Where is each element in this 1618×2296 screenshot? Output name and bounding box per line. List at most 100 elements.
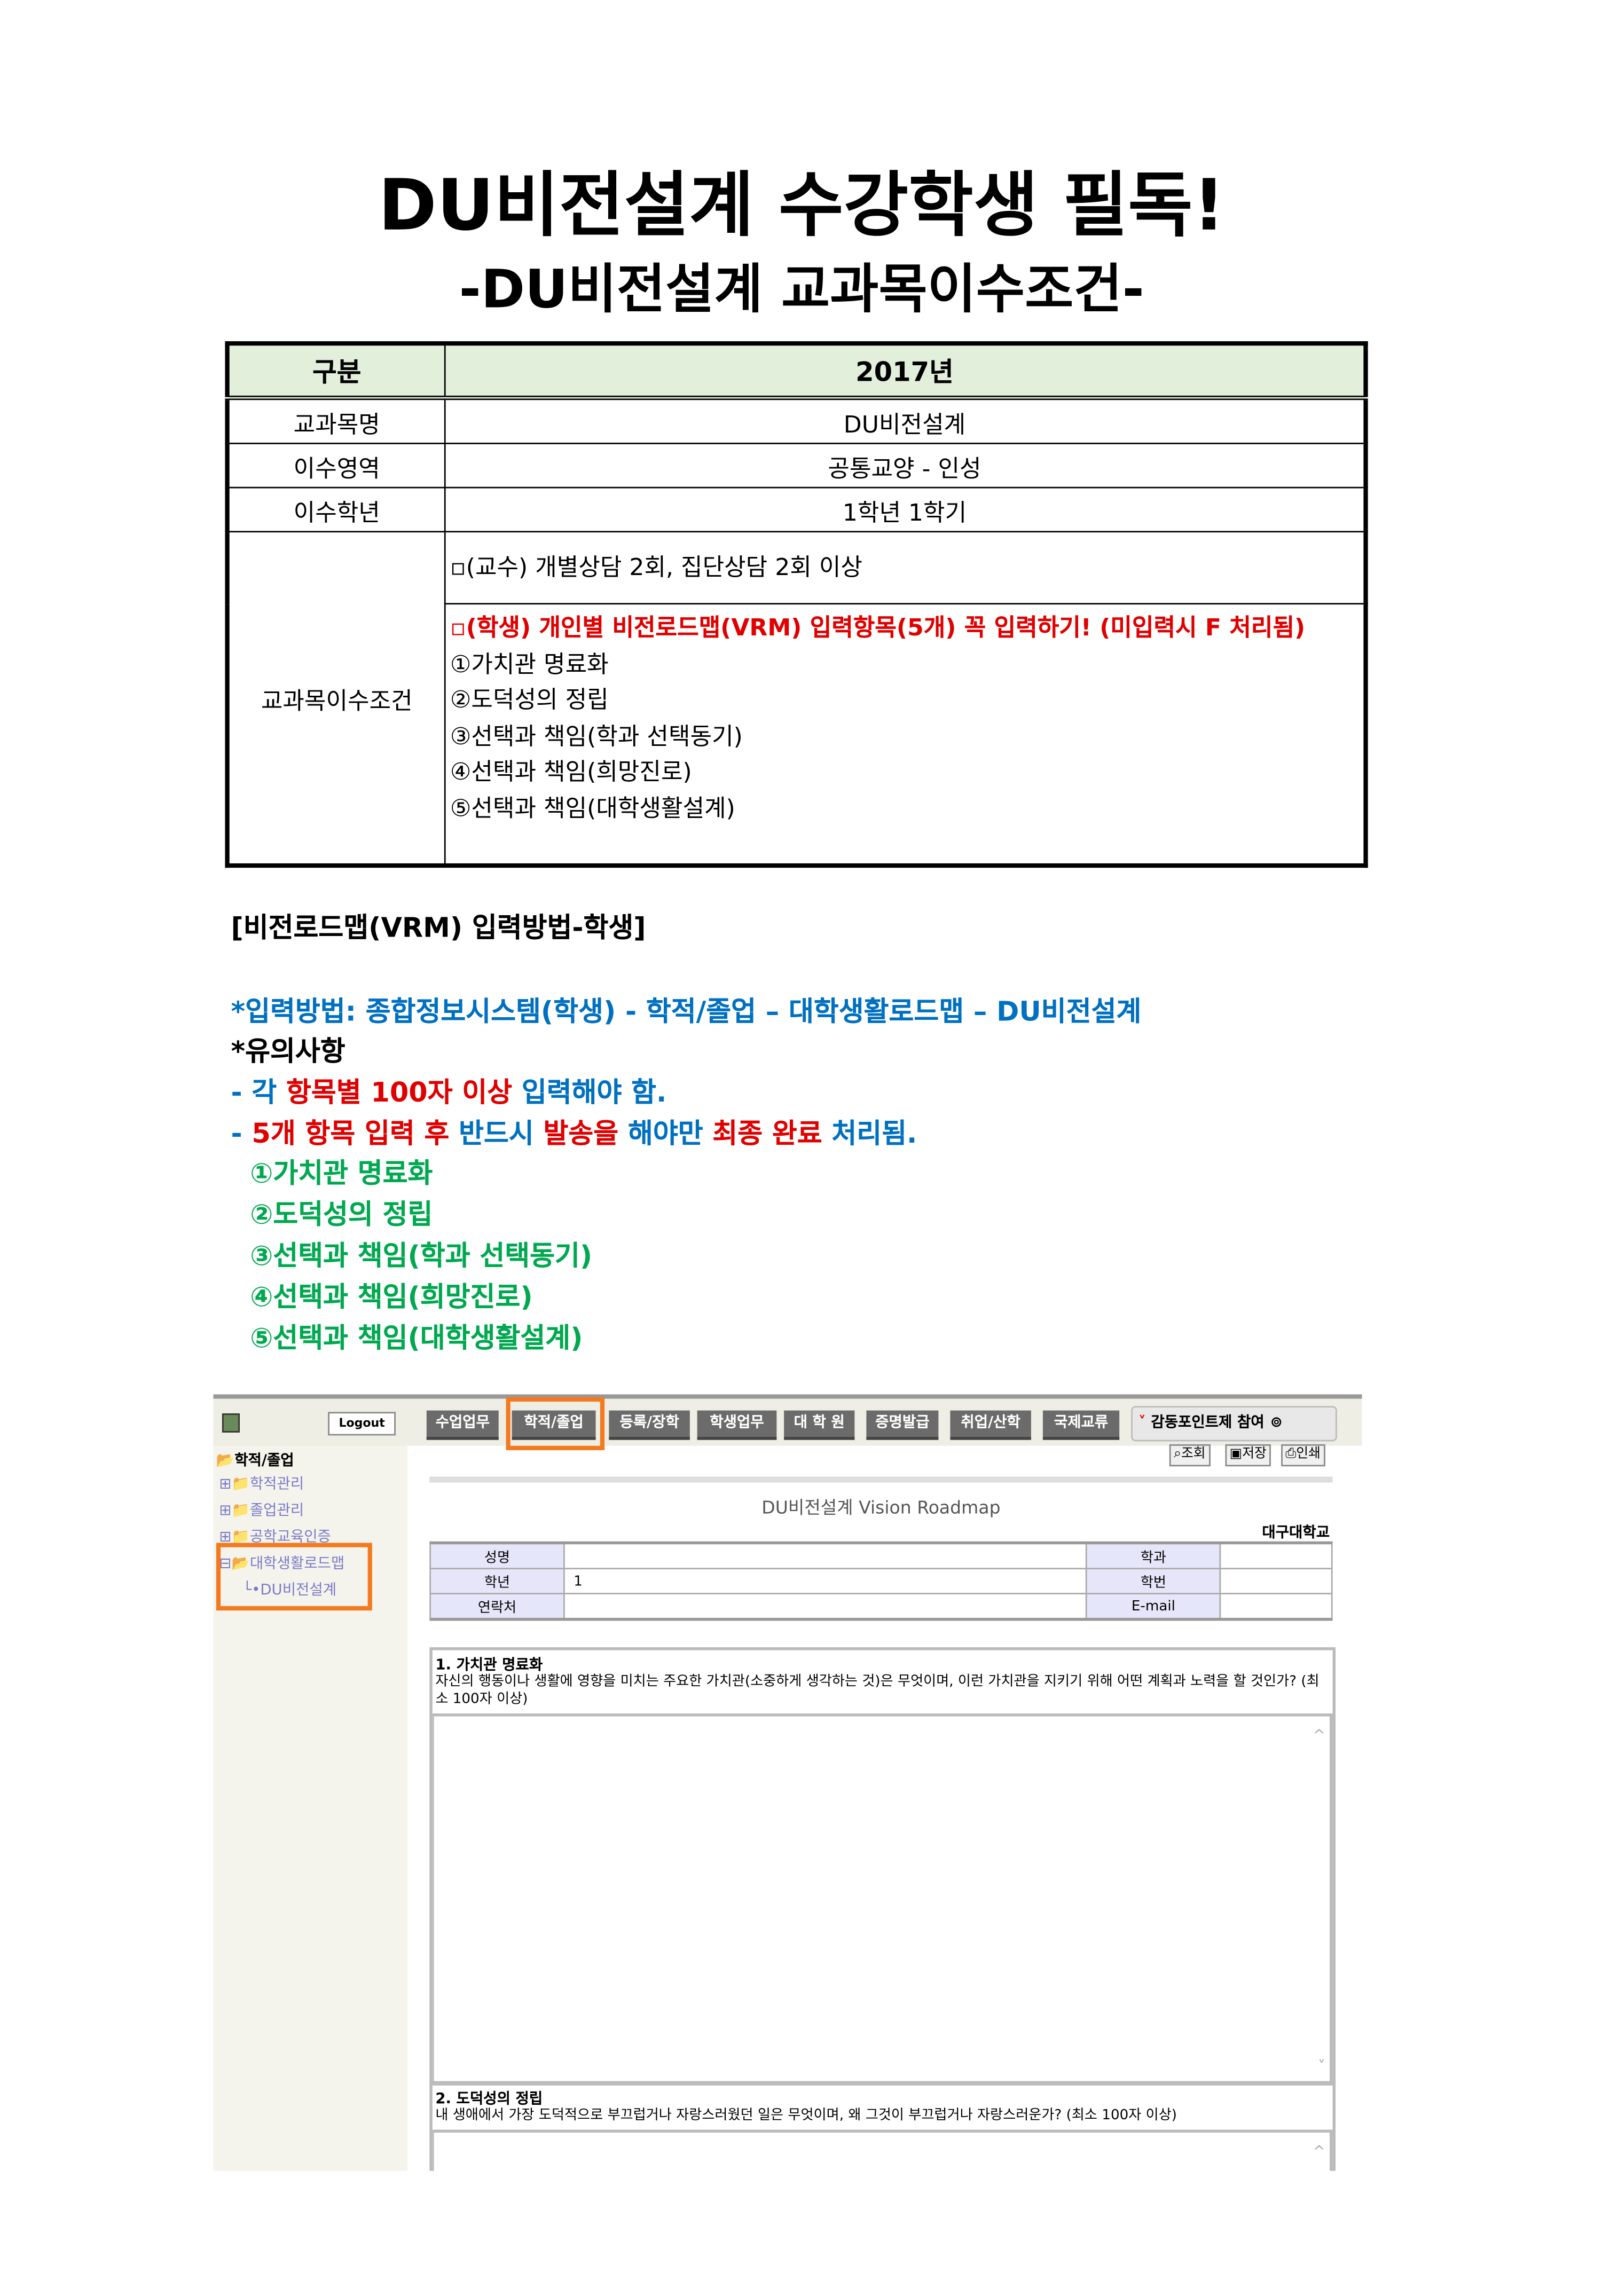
info-key: E-mail [1086,1593,1221,1621]
student-condition-cell: ▫(학생) 개인별 비전로드맵(VRM) 입력항목(5개) 꼭 입력하기! (미… [444,603,1366,867]
tab-registration[interactable]: 등록/장학 [609,1410,690,1440]
note-segment: 반드시 [459,1119,544,1151]
note-segment: - [231,1119,252,1151]
scroll-down-icon[interactable]: ˅ [1318,2059,1325,2075]
tree-item-label: 대학생활로드맵 [249,1556,345,1572]
department-field[interactable] [1219,1542,1333,1570]
table-row: 이수영역 공통교양 - 인성 [226,443,1366,489]
print-label: 인쇄 [1296,1447,1321,1462]
page-title: DU비전설계 수강학생 필독! [378,164,1226,247]
tree-root-label: 학적/졸업 [234,1453,294,1469]
chevron-down-icon: ˅ [1138,1414,1151,1432]
table-row: ▫(학생) 개인별 비전로드맵(VRM) 입력항목(5개) 꼭 입력하기! (미… [227,603,1366,867]
logout-button[interactable]: Logout [328,1412,396,1436]
folder-icon: 📁 [231,1476,250,1493]
tab-classes[interactable]: 수업업무 [426,1410,499,1440]
grade-field[interactable]: 1 [563,1568,1087,1594]
course-conditions-table: 구분 2017년 교과목명 DU비전설계 이수영역 공통교양 - 인성 이수학년… [225,341,1368,868]
condition-item: ④선택과 책임(희망진로) [450,757,692,785]
scroll-up-icon[interactable]: ^ [1313,1728,1325,1744]
tab-certificates[interactable]: 증명발급 [866,1410,939,1440]
note-segment: 해야만 [627,1119,713,1151]
search-icon: ⌕ [1174,1447,1181,1462]
folder-icon: 📁 [231,1503,250,1520]
table-row: 교과목이수조건 ▫(교수) 개별상담 2회, 집단상담 2회 이상 [226,531,1366,867]
folder-icon: 📂 [231,1556,250,1572]
conditions-label: 교과목이수조건 [226,531,446,867]
tree-item[interactable]: ⊞📁학적관리 [219,1471,304,1493]
tree-item-label: 학적관리 [249,1476,304,1493]
tab-graduate-school[interactable]: 대 학 원 [784,1410,855,1440]
condition-item: ①가치관 명료화 [450,649,609,678]
info-key: 학번 [1086,1568,1221,1594]
event-points-button[interactable]: ˅ 감동포인트제 참여 ⊚ [1131,1406,1337,1442]
tab-employment[interactable]: 취업/산학 [950,1410,1031,1440]
list-item: ④선택과 책임(희망진로) [250,1282,533,1314]
notes-title: *유의사항 [231,1036,345,1068]
contact-field[interactable] [563,1593,1087,1621]
tree-leaf-label: DU비전설계 [260,1582,337,1599]
embedded-system-screenshot: Logout 수업업무 학적/졸업 등록/장학 학생업무 대 학 원 증명발급 … [213,1394,1362,2171]
input-method: *입력방법: 종합정보시스템(학생) - 학적/졸업 – 대학생활로드맵 – D… [231,997,1142,1028]
sidebar [213,1394,407,2171]
save-label: 저장 [1242,1447,1267,1462]
circle-arrow-icon: ⊚ [1270,1414,1283,1432]
highlight-tab [506,1397,605,1450]
question-title: 1. 가치관 명료화 [435,1657,543,1674]
table-header-row: 구분 2017년 [226,342,1366,400]
list-item: ⑤선택과 책임(대학생활설계) [250,1324,583,1355]
tab-academic-graduation[interactable]: 학적/졸업 [512,1410,596,1440]
expand-icon: ⊟ [219,1556,232,1572]
condition-item: ⑤선택과 책임(대학생활설계) [450,793,735,822]
answer-textarea-1[interactable]: ^ ˅ [432,1713,1333,2085]
question-description: 내 생애에서 가장 도덕적으로 부끄럽거나 자랑스러웠던 일은 무엇이며, 왜 … [435,2108,1177,2124]
print-button[interactable]: ⎙인쇄 [1281,1444,1325,1467]
table-row: 교과목명 DU비전설계 [226,397,1366,444]
roadmap-title: DU비전설계 Vision Roadmap [761,1497,1001,1518]
row-value: DU비전설계 [444,397,1366,444]
row-value: 공통교양 - 인성 [444,443,1366,489]
note-segment: 발송을 [543,1119,628,1151]
event-points-label: 감동포인트제 참여 [1151,1414,1264,1432]
divider [429,1476,1333,1483]
note-segment: 항목별 100자 이상 [286,1078,522,1109]
save-icon: ▣ [1229,1447,1243,1462]
home-icon[interactable] [222,1413,240,1433]
row-label: 이수학년 [226,486,446,533]
expand-icon: ⊞ [219,1529,232,1546]
save-button[interactable]: ▣저장 [1225,1444,1271,1467]
header-year: 2017년 [444,342,1366,400]
expand-icon: ⊞ [219,1476,232,1493]
student-info-table: 성명 학과 학년 1 학번 연락처 E-mail [429,1541,1333,1621]
condition-item: ③선택과 책임(학과 선택동기) [450,721,743,750]
row-value: 1학년 1학기 [444,486,1366,533]
tree-branch-icon: └• [242,1582,261,1599]
university-name: 대구대학교 [1262,1525,1330,1542]
list-item: ③선택과 책임(학과 선택동기) [250,1241,593,1272]
search-button[interactable]: ⌕조회 [1169,1444,1210,1467]
condition-item: ②도덕성의 정립 [450,685,609,713]
tab-student-affairs[interactable]: 학생업무 [697,1410,777,1440]
name-field[interactable] [563,1542,1087,1570]
info-key: 학과 [1086,1542,1221,1570]
scroll-up-icon[interactable]: ^ [1313,2144,1325,2161]
row-label: 교과목명 [226,397,446,444]
note-segment: 입력해야 함. [521,1078,667,1109]
table-row: 학년 1 학번 [429,1568,1333,1594]
info-key: 연락처 [429,1593,565,1621]
row-label: 이수영역 [226,443,446,489]
green-item-list: ①가치관 명료화 ②도덕성의 정립 ③선택과 책임(학과 선택동기) ④선택과 … [250,1154,592,1361]
info-key: 성명 [429,1542,565,1570]
student-id-field[interactable] [1219,1568,1333,1594]
tree-item[interactable]: ⊟📂대학생활로드맵 [219,1550,344,1572]
answer-textarea-2[interactable]: ^ [432,2129,1333,2171]
email-field[interactable] [1219,1593,1333,1621]
tree-leaf[interactable]: └•DU비전설계 [242,1577,336,1599]
tree-root[interactable]: 📂학적/졸업 [216,1447,294,1469]
top-menu-bar: Logout 수업업무 학적/졸업 등록/장학 학생업무 대 학 원 증명발급 … [213,1394,1362,1446]
tree-item[interactable]: ⊞📁졸업관리 [219,1497,304,1519]
tab-international[interactable]: 국제교류 [1042,1410,1120,1440]
search-label: 조회 [1181,1447,1206,1462]
note-segment: - 각 [231,1078,287,1109]
